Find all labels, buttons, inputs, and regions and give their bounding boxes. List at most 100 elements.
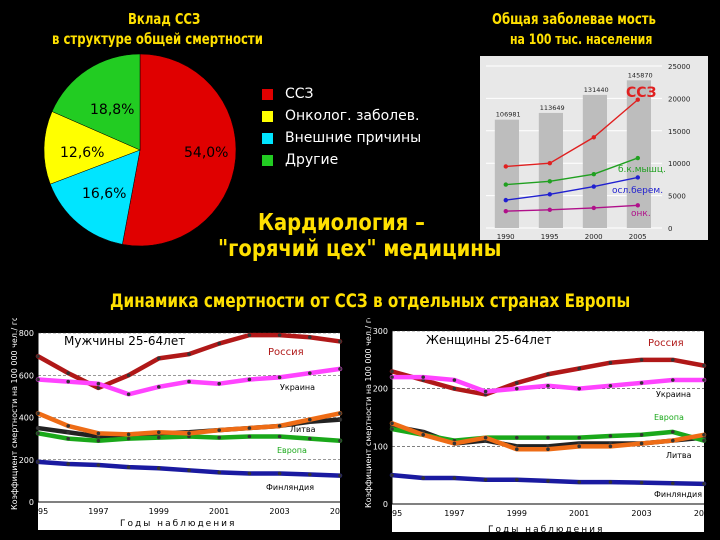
- morbidity-point: [503, 182, 508, 187]
- women-point: [639, 358, 644, 362]
- men-point: [36, 377, 40, 382]
- men-point: [96, 463, 101, 467]
- women-point: [452, 441, 457, 446]
- morbidity-line-2: [505, 176, 638, 201]
- morbidity-bar-2000: [582, 94, 607, 229]
- women-label-finland: Финляндия: [654, 490, 702, 499]
- men-point: [247, 333, 252, 337]
- men-point: [157, 356, 161, 361]
- men-point: [157, 435, 161, 440]
- legend-label-other: Другие: [285, 152, 339, 168]
- women-point: [421, 476, 425, 480]
- morbidity-point: [547, 179, 552, 184]
- men-point: [217, 341, 221, 346]
- women-point: [390, 421, 394, 426]
- women-point: [639, 480, 644, 485]
- men-point: [66, 462, 70, 466]
- pie-slice-ssz: [122, 53, 237, 247]
- morbidity-point: [635, 97, 640, 102]
- men-point: [66, 424, 70, 428]
- women-point: [577, 435, 581, 440]
- women-y-tick: 100: [373, 442, 388, 451]
- legend-item-onco: Онколог. заболев.: [262, 105, 421, 127]
- morbidity-point: [635, 203, 640, 208]
- morbidity-title-line2: на 100 тыс. населения: [510, 32, 653, 48]
- women-x-tick-2001: 2001: [569, 509, 589, 518]
- men-point: [338, 339, 342, 344]
- morbidity-point: [547, 161, 552, 166]
- men-label-ukraine: Украина: [280, 383, 315, 392]
- men-point: [308, 417, 312, 422]
- men-y-tick: 600: [19, 371, 34, 380]
- men-point: [96, 431, 101, 436]
- women-point: [702, 433, 706, 437]
- women-point: [702, 438, 706, 443]
- men-xlabel: Годы наблюдения: [120, 519, 236, 529]
- men-point: [338, 473, 342, 478]
- main-title-line2: "горячий цех" медицины: [218, 236, 502, 262]
- women-point: [546, 383, 550, 388]
- men-point: [217, 381, 221, 386]
- women-point: [577, 480, 581, 484]
- women-point: [671, 430, 675, 434]
- women-label-latvia: Литва: [666, 451, 692, 460]
- morbidity-bar-value: 113649: [540, 104, 565, 112]
- pie-title-line1: Вклад ССЗ: [128, 10, 201, 28]
- women-label-ukraine: Украина: [656, 390, 691, 399]
- women-point: [702, 378, 706, 382]
- morbidity-point: [503, 197, 508, 203]
- women-x-tick-2005: 2005: [694, 509, 714, 518]
- women-point: [608, 434, 613, 438]
- women-x-tick-1997: 1997: [444, 509, 464, 518]
- pie-chart: 54,0% 16,6% 12,6% 18,8%: [43, 53, 237, 247]
- men-point: [217, 428, 221, 432]
- morbidity-point: [591, 184, 596, 189]
- women-point: [390, 427, 394, 431]
- women-y-tick: 0: [383, 500, 388, 509]
- women-point: [671, 438, 675, 443]
- women-point: [515, 381, 519, 385]
- women-point: [515, 386, 519, 391]
- men-x-tick-2001: 2001: [209, 507, 229, 516]
- men-point: [66, 371, 70, 375]
- morbidity-category-2005: 2005: [629, 233, 647, 240]
- morbidity-point: [635, 155, 640, 161]
- pie-slice-other: [51, 53, 141, 151]
- morbidity-label-onk: онк.: [631, 209, 651, 219]
- morbidity-label-bkm: б.к.мышц.: [618, 165, 666, 175]
- legend-item-ssz: ССЗ: [262, 83, 421, 105]
- men-point: [36, 354, 40, 359]
- morbidity-category-2000: 2000: [585, 233, 603, 240]
- women-point: [577, 386, 581, 391]
- women-x-tick-1999: 1999: [507, 509, 527, 518]
- men-label-latvia: Литва: [290, 425, 316, 434]
- women-point: [421, 375, 425, 379]
- women-point: [515, 435, 519, 440]
- women-x-tick-2003: 2003: [631, 509, 651, 518]
- women-point: [483, 435, 488, 440]
- women-point: [452, 476, 457, 480]
- legend-label-onco: Онколог. заболев.: [285, 108, 420, 124]
- women-point: [515, 477, 519, 482]
- women-ylabel: Коэффициент смертности на 100 000 чел./ …: [364, 318, 373, 508]
- morbidity-point: [635, 175, 640, 180]
- men-point: [96, 381, 101, 386]
- women-title: Женщины 25-64лет: [426, 333, 551, 347]
- men-mortality-chart: Коэффициент смертности на 100 000 чел./ …: [10, 318, 350, 530]
- women-point: [608, 444, 613, 449]
- men-y-tick: 400: [19, 414, 34, 423]
- morbidity-point: [591, 205, 596, 211]
- pie-slice-onco: [49, 149, 141, 245]
- main-title-line1: Кардиология –: [258, 210, 425, 236]
- men-label-russia: Россия: [268, 347, 304, 358]
- morbidity-point: [591, 135, 596, 140]
- women-point: [483, 477, 488, 482]
- men-x-tick-1995: 1995: [28, 507, 48, 516]
- men-point: [217, 435, 221, 440]
- men-point: [338, 367, 342, 371]
- women-point: [671, 481, 675, 486]
- women-point: [608, 383, 613, 388]
- men-y-tick: 0: [29, 498, 34, 507]
- women-point: [515, 447, 519, 452]
- women-point: [421, 433, 425, 437]
